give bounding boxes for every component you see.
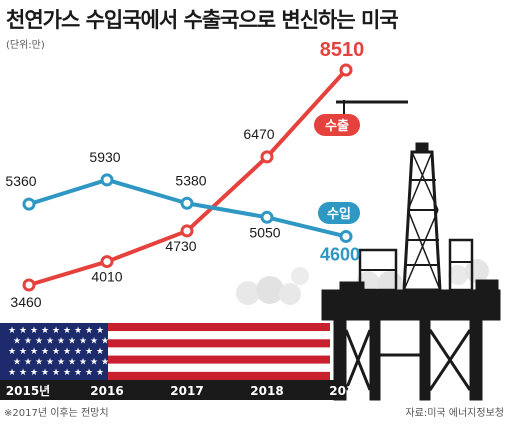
- series-layer: 3460 4010 4730 6470 8510 5360 5930 5380 5050 4600…: [5, 39, 364, 310]
- svg-text:★: ★: [101, 358, 109, 368]
- svg-text:★: ★: [19, 326, 27, 336]
- svg-text:★: ★: [52, 347, 60, 357]
- svg-text:★: ★: [35, 337, 43, 347]
- data-point: [180, 224, 194, 238]
- x-axis-ticks: 2015년 2016 2017 2018 2019: [6, 384, 363, 398]
- svg-text:★: ★: [13, 358, 21, 368]
- svg-text:★: ★: [46, 337, 54, 347]
- us-flag-decoration: ★ ★ ★ ★ ★ ★ ★ ★ ★★ ★ ★ ★ ★ ★ ★ ★ ★★ ★ ★ ★ ★ ★ ★ ★ ★★ ★ ★ ★ ★ ★ ★ ★ ★★ ★ ★ ★…: [0, 323, 330, 380]
- svg-text:★: ★: [90, 358, 98, 368]
- data-point: [339, 63, 353, 77]
- data-point: [22, 197, 36, 211]
- svg-text:★: ★: [74, 326, 82, 336]
- x-tick-label: 2019: [329, 384, 362, 398]
- svg-text:★: ★: [79, 337, 87, 347]
- data-label: 5930: [89, 149, 120, 165]
- svg-text:★: ★: [90, 337, 98, 347]
- svg-text:★: ★: [30, 326, 38, 336]
- svg-text:★: ★: [68, 358, 76, 368]
- svg-text:★: ★: [85, 347, 93, 357]
- data-point: [339, 229, 353, 243]
- svg-text:★: ★: [52, 326, 60, 336]
- svg-text:★: ★: [8, 347, 16, 357]
- svg-text:★: ★: [19, 368, 27, 378]
- data-label: 6470: [243, 126, 274, 142]
- footnote: ※2017년 이후는 전망치: [4, 408, 109, 419]
- data-point: [22, 278, 36, 292]
- x-tick-label: 2015년: [6, 384, 50, 398]
- svg-text:★: ★: [74, 347, 82, 357]
- data-label: 5360: [5, 173, 36, 189]
- svg-text:★: ★: [96, 347, 104, 357]
- x-tick-label: 2018: [250, 384, 283, 398]
- svg-text:★: ★: [79, 358, 87, 368]
- data-label: 4730: [165, 238, 196, 254]
- data-label: 4010: [91, 269, 122, 285]
- svg-text:★: ★: [8, 368, 16, 378]
- svg-text:★: ★: [101, 337, 109, 347]
- oil-rig-illustration: [321, 100, 501, 401]
- svg-text:★: ★: [19, 347, 27, 357]
- svg-text:★: ★: [52, 368, 60, 378]
- series-name-badge: [314, 114, 360, 136]
- svg-text:★: ★: [74, 368, 82, 378]
- svg-text:★: ★: [96, 368, 104, 378]
- data-point: [100, 173, 114, 187]
- data-label: 5380: [175, 172, 206, 188]
- data-point: [260, 210, 274, 224]
- data-label: 4600: [320, 244, 360, 264]
- svg-text:★: ★: [46, 358, 54, 368]
- svg-text:★: ★: [24, 337, 32, 347]
- unit-label: (단위:만): [6, 40, 45, 51]
- svg-text:★: ★: [63, 368, 71, 378]
- svg-text:★: ★: [85, 326, 93, 336]
- svg-text:★: ★: [8, 326, 16, 336]
- svg-text:★: ★: [30, 347, 38, 357]
- svg-text:★: ★: [13, 337, 21, 347]
- svg-text:★: ★: [57, 358, 65, 368]
- data-point: [260, 150, 274, 164]
- svg-text:★: ★: [85, 368, 93, 378]
- x-tick-label: 2016: [90, 384, 123, 398]
- svg-text:★: ★: [63, 347, 71, 357]
- svg-text:★: ★: [57, 337, 65, 347]
- source-note: 자료:미국 에너지정보청: [405, 408, 504, 419]
- series-name-label: 수입: [327, 207, 351, 222]
- chart-title: 천연가스 수입국에서 수출국으로 변신하는 미국: [6, 8, 399, 32]
- svg-text:★: ★: [96, 326, 104, 336]
- svg-text:★: ★: [30, 368, 38, 378]
- x-tick-label: 2017: [170, 384, 203, 398]
- svg-text:★: ★: [41, 347, 49, 357]
- data-point: [180, 196, 194, 210]
- svg-text:★: ★: [24, 358, 32, 368]
- svg-text:★: ★: [63, 326, 71, 336]
- series-name-label: 수출: [325, 118, 349, 134]
- data-label: 3460: [10, 294, 41, 310]
- svg-text:★: ★: [41, 326, 49, 336]
- svg-text:★: ★: [35, 358, 43, 368]
- x-axis-bar: [0, 380, 346, 400]
- data-label: 5050: [249, 224, 280, 240]
- svg-text:★: ★: [41, 368, 49, 378]
- svg-text:★: ★: [68, 337, 76, 347]
- series-name-badge: [318, 202, 360, 224]
- data-label: 8510: [320, 39, 365, 61]
- data-point: [100, 255, 114, 269]
